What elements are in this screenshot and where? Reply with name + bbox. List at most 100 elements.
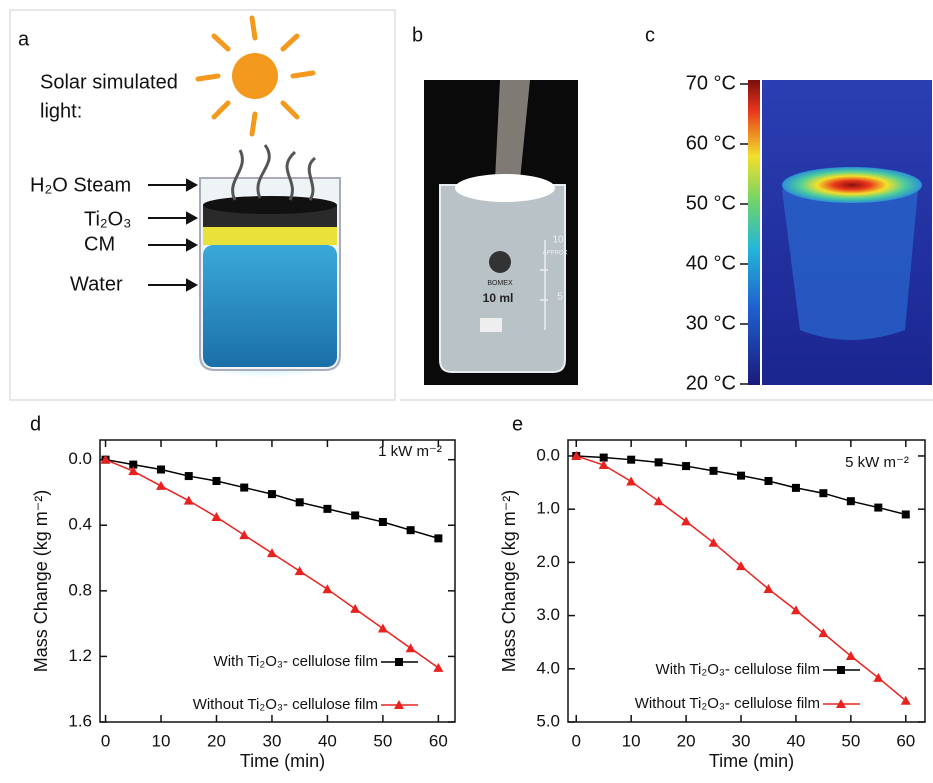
data-point (626, 476, 637, 486)
data-point (599, 453, 608, 462)
layer-label: Ti₂O₃ (84, 208, 131, 230)
data-point (654, 458, 663, 467)
data-point (294, 566, 305, 576)
layer-label: H₂O Steam (30, 174, 131, 196)
x-tick-label: 0 (101, 731, 110, 750)
glass-beaker (439, 184, 566, 373)
annotation: 5 kW m⁻² (845, 454, 909, 471)
data-point (156, 480, 167, 490)
colorbar (748, 80, 760, 385)
data-point (737, 471, 746, 480)
y-axis-title: Mass Change (kg m⁻²) (31, 490, 51, 673)
data-point (295, 498, 304, 507)
legend-marker (836, 699, 846, 708)
beaker-text: APPROX (542, 251, 567, 257)
data-point (790, 605, 801, 615)
beaker-text: 5 (557, 292, 563, 303)
arrows (148, 178, 199, 292)
data-point (901, 510, 910, 519)
legend-label: With Ti₂O₃- cellulose film (656, 661, 820, 678)
data-point (818, 628, 829, 638)
data-point (764, 476, 773, 485)
graduation (540, 240, 548, 330)
data-point (434, 534, 443, 543)
y-tick-label: 5.0 (536, 711, 560, 730)
legend-label: With Ti₂O₃- cellulose film (214, 653, 378, 670)
light-label: Solar simulated (40, 71, 178, 93)
data-point (845, 651, 856, 661)
sun (195, 15, 316, 137)
data-point (819, 489, 828, 498)
data-point (267, 490, 276, 499)
x-axis-title: Time (min) (709, 751, 794, 771)
data-point (406, 526, 415, 535)
data-point (322, 584, 333, 594)
data-point (433, 662, 444, 672)
panel-label: b (412, 24, 423, 46)
legend-marker (837, 666, 845, 674)
x-tick-label: 10 (152, 731, 171, 750)
colorbar-label: 30 °C (686, 312, 736, 334)
beaker-text: 10 ml (483, 291, 514, 305)
y-tick-label: 4.0 (536, 658, 560, 677)
x-tick-label: 30 (262, 731, 281, 750)
data-point (323, 504, 332, 513)
data-point (653, 496, 664, 506)
data-point (736, 561, 747, 571)
panel-b: b BOMEX 10 ml 10 APPROX 5 (412, 24, 578, 385)
annotation: 1 kW m⁻² (378, 443, 442, 460)
data-point (266, 548, 277, 558)
data-point (708, 537, 719, 547)
logo (489, 251, 511, 273)
data-point (377, 623, 388, 633)
data-point (846, 497, 855, 506)
colorbar-label: 50 °C (686, 192, 736, 214)
x-tick-label: 50 (373, 731, 392, 750)
beaker (199, 144, 341, 371)
x-tick-label: 40 (318, 731, 337, 750)
colorbar-label: 70 °C (686, 72, 736, 94)
legend-marker (394, 700, 404, 709)
y-tick-label: 1.6 (68, 711, 92, 730)
legend-marker (395, 658, 403, 666)
x-tick-label: 60 (896, 731, 915, 750)
layer-label: CM (84, 233, 115, 255)
data-point (100, 454, 111, 464)
beaker-text: 10 (552, 235, 564, 246)
panel-label: c (645, 24, 655, 46)
x-tick-label: 0 (572, 731, 581, 750)
x-tick-label: 20 (207, 731, 226, 750)
y-tick-label: 1.2 (68, 646, 92, 665)
light-spot (455, 174, 555, 202)
x-tick-label: 10 (622, 731, 641, 750)
legend-label: Without Ti₂O₃- cellulose film (193, 696, 378, 713)
y-tick-label: 0.4 (68, 515, 92, 534)
y-tick-label: 0.0 (536, 445, 560, 464)
panel-label: e (512, 413, 523, 435)
data-point (873, 672, 884, 682)
x-tick-label: 50 (841, 731, 860, 750)
data-point (571, 450, 582, 460)
data-point (763, 583, 774, 593)
y-tick-label: 3.0 (536, 605, 560, 624)
x-tick-label: 20 (677, 731, 696, 750)
data-point (681, 516, 692, 526)
panel-a: a Solar simulated light: H₂O Steam Ti₂O₃… (18, 15, 348, 378)
data-point (157, 465, 166, 474)
data-point (128, 466, 139, 476)
y-tick-label: 0.8 (68, 580, 92, 599)
steam (495, 80, 530, 180)
colorbar-label: 20 °C (686, 372, 736, 394)
light-label: light: (40, 100, 82, 122)
data-point (709, 466, 718, 475)
x-tick-label: 30 (732, 731, 751, 750)
data-point (351, 511, 360, 520)
colorbar-label: 40 °C (686, 252, 736, 274)
data-point (378, 517, 387, 526)
panel-c: c (645, 24, 932, 385)
layer-label: Water (70, 273, 123, 295)
data-point (350, 603, 361, 613)
series-line (105, 458, 439, 540)
panel-a-frame (9, 9, 396, 401)
